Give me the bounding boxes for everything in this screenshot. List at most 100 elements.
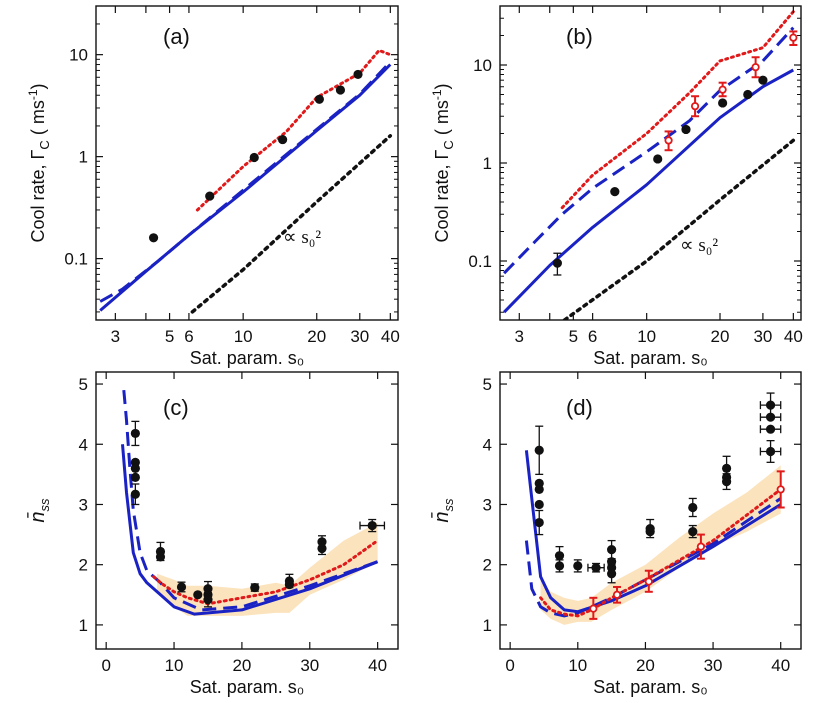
data-point [607, 539, 617, 560]
data-point [130, 483, 140, 506]
data-point [554, 559, 565, 573]
y-tick-label: 10 [473, 56, 492, 75]
series-line-solid-blue [503, 68, 795, 314]
y-tick-label: 3 [483, 495, 492, 514]
panel-label: (b) [566, 24, 593, 49]
data-point-red [776, 470, 785, 509]
data-point [721, 473, 732, 491]
y-tick-label: 2 [79, 556, 88, 575]
y-axis-label: Cool rate, ΓC ( ms-1) [26, 83, 52, 242]
series-line-solid-blue [524, 450, 782, 614]
data-point [688, 497, 698, 518]
x-tick-label: 20 [307, 327, 326, 346]
x-tick-label: 10 [568, 656, 587, 675]
x-tick-label: 40 [381, 327, 400, 346]
y-tick-label: 0.1 [468, 252, 492, 271]
plot-area [503, 10, 796, 320]
x-tick-label: 30 [300, 656, 319, 675]
series-line-dotted-red [152, 539, 380, 606]
x-axis-label: Sat. param. s₀ [190, 677, 305, 697]
data-point [610, 187, 620, 197]
panel-label: (c) [163, 395, 189, 420]
y-tick-label: 4 [79, 435, 88, 454]
panel-label: (a) [163, 24, 190, 49]
data-point-red [644, 569, 653, 593]
data-point-red [664, 130, 673, 152]
y-tick-label: 2 [483, 556, 492, 575]
x-tick-label: 20 [636, 656, 655, 675]
y-tick-label: 0.1 [64, 250, 88, 269]
data-point-red [589, 596, 598, 620]
panel-c: 0 10 20 30 40 1 2 3 4 5 Sat. param. s₀ n̄ss (c) [26, 371, 399, 697]
data-point [552, 252, 562, 276]
x-tick-label: 6 [184, 327, 193, 346]
x-tick-label: 40 [784, 327, 803, 346]
series-line-dotted-black [190, 134, 393, 314]
data-point [176, 581, 187, 593]
plot-area [99, 48, 393, 314]
x-tick-label: 5 [165, 327, 174, 346]
data-point [249, 152, 259, 163]
plot-area [524, 450, 783, 625]
data-point [130, 463, 140, 473]
y-axis-label: Cool rate, ΓC ( ms-1) [430, 83, 456, 242]
x-tick-label: 30 [704, 656, 723, 675]
data-point [193, 590, 203, 600]
scaling-annotation: ∝ s₀² [680, 235, 718, 256]
series-line-solid-blue [121, 444, 379, 616]
data-point [314, 94, 324, 104]
x-tick-label: 30 [753, 327, 772, 346]
data-point [278, 134, 288, 145]
x-tick-label: 3 [111, 327, 120, 346]
uncertainty-band [157, 522, 378, 616]
data-point [335, 85, 346, 95]
data-point-red [612, 585, 622, 604]
plot-frame [499, 371, 802, 650]
x-axis-label: Sat. param. s₀ [593, 348, 708, 368]
x-tick-label: 10 [165, 656, 184, 675]
data-point-red [718, 81, 727, 98]
data-point-red [690, 95, 700, 118]
plot-area [121, 389, 380, 616]
data-point [203, 591, 213, 608]
series-line-dashed-blue [99, 60, 392, 303]
series-line-dashed-blue [503, 26, 795, 275]
data-point [534, 425, 544, 476]
x-tick-label: 30 [350, 327, 369, 346]
data-point [688, 524, 698, 539]
y-tick-label: 1 [483, 616, 492, 635]
data-point [284, 579, 295, 590]
uncertainty-band [540, 465, 781, 625]
data-point [758, 75, 768, 85]
data-point [743, 89, 753, 100]
data-point [534, 499, 544, 510]
data-point [155, 552, 166, 562]
y-axis-label: n̄ss [26, 498, 52, 523]
plot-frame [499, 5, 802, 321]
x-tick-label: 20 [232, 656, 251, 675]
x-tick-label: 3 [515, 327, 524, 346]
data-point [759, 439, 782, 463]
data-point [653, 154, 663, 164]
y-tick-label: 5 [79, 375, 88, 394]
panel-b: 3 5 6 10 20 30 40 0.1 1 10 Sat. param. s₀ Cool rate… [430, 5, 803, 368]
y-tick-label: 1 [79, 616, 88, 635]
data-point [359, 518, 386, 533]
data-point [250, 582, 260, 593]
data-point [759, 424, 782, 434]
x-tick-label: 0 [101, 656, 110, 675]
data-point-red [696, 533, 705, 560]
y-tick-label: 10 [69, 46, 88, 65]
y-tick-label: 5 [483, 375, 492, 394]
data-point [130, 472, 140, 482]
data-point [759, 412, 782, 422]
x-tick-label: 0 [505, 656, 514, 675]
panel-label: (d) [566, 395, 593, 420]
y-tick-label: 1 [483, 154, 492, 173]
plot-frame [95, 5, 399, 321]
series-line-dotted-red [560, 10, 795, 210]
series-line-dotted-red [539, 487, 783, 618]
x-tick-label: 40 [771, 656, 790, 675]
data-point [205, 191, 215, 201]
